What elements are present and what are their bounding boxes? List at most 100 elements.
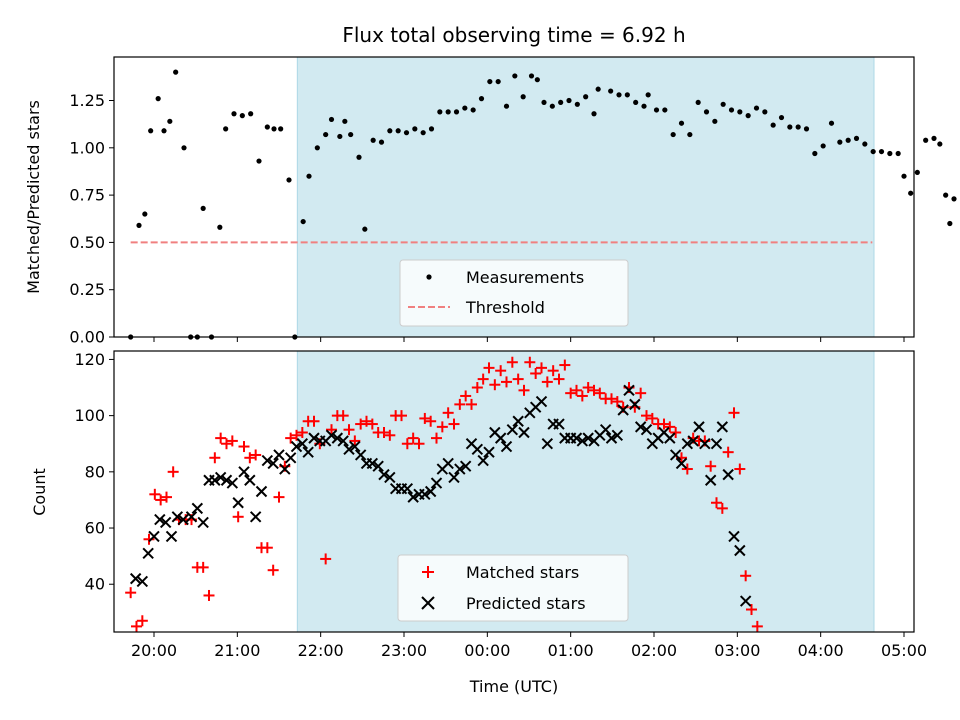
matched-star-point: [576, 390, 588, 402]
bottom-xtick-label: 21:00: [214, 641, 260, 660]
measurement-point: [937, 141, 943, 147]
bottom-ytick-label: 40: [85, 575, 105, 594]
predicted-star-point: [448, 471, 460, 484]
measurement-point: [795, 124, 801, 130]
matched-star-point: [448, 418, 460, 430]
predicted-star-point: [378, 468, 390, 481]
matched-star-point: [425, 415, 437, 427]
legend-matched-label: Matched stars: [466, 563, 579, 582]
matched-star-point: [167, 466, 179, 478]
predicted-star-point: [214, 471, 227, 484]
predicted-star-point: [623, 384, 635, 397]
predicted-star-point: [296, 438, 309, 450]
predicted-star-point: [154, 513, 166, 526]
top-axes-frame: [113, 56, 915, 338]
predicted-star-point: [290, 440, 303, 453]
measurement-point: [239, 113, 245, 119]
predicted-star-point: [693, 421, 705, 433]
bottom-xtick-label: 22:00: [298, 641, 344, 660]
measurement-point: [778, 114, 785, 121]
matched-star-point: [483, 362, 495, 374]
measurement-point: [853, 135, 860, 141]
legend-predicted-marker: [421, 596, 435, 610]
predicted-star-point: [249, 511, 262, 523]
measurement-point: [420, 130, 426, 136]
predicted-star-point: [354, 449, 367, 461]
predicted-star-point: [442, 457, 454, 470]
measurement-point: [520, 94, 526, 100]
matched-star-point: [611, 396, 623, 408]
matched-star-point: [384, 429, 396, 441]
matched-star-point: [495, 365, 507, 377]
matched-star-point: [734, 463, 746, 475]
measurement-point: [787, 124, 793, 130]
predicted-star-point: [500, 440, 513, 453]
predicted-star-point: [325, 429, 338, 442]
predicted-star-point: [669, 449, 682, 461]
bottom-axes-frame: [113, 350, 915, 633]
matched-star-point: [442, 407, 454, 419]
predicted-star-point: [722, 468, 734, 481]
predicted-star-point: [687, 435, 699, 447]
matched-star-point: [337, 410, 349, 422]
matched-star-point: [232, 511, 244, 523]
measurement-point: [812, 150, 818, 157]
predicted-star-point: [209, 474, 221, 486]
predicted-star-point: [273, 449, 285, 461]
measurement-point: [728, 107, 735, 113]
predicted-star-point: [535, 395, 548, 408]
measurement-point: [901, 173, 907, 179]
predicted-star-point: [191, 502, 204, 515]
measurement-point: [217, 224, 223, 230]
matched-star-point: [559, 359, 571, 371]
measurement-point: [947, 220, 953, 227]
measurement-point: [633, 99, 639, 106]
matched-star-point: [524, 356, 536, 368]
matched-star-point: [267, 564, 279, 576]
matched-star-point: [501, 376, 512, 388]
matched-star-point: [261, 542, 273, 554]
measurement-point: [914, 169, 920, 176]
legend-measurements-label: Measurements: [466, 268, 584, 287]
matched-star-point: [285, 432, 297, 444]
bottom-xtick-label: 04:00: [798, 641, 844, 660]
predicted-star-point: [576, 435, 589, 447]
predicted-star-point: [261, 454, 274, 467]
predicted-star-point: [226, 477, 239, 489]
predicted-star-point: [506, 423, 519, 436]
bottom-xtick-label: 23:00: [381, 641, 427, 660]
matched-star-point: [125, 587, 137, 599]
matched-star-point: [512, 373, 524, 385]
measurement-point: [653, 107, 660, 113]
bottom-y-axis-label: Count: [30, 468, 49, 516]
predicted-star-point: [267, 457, 279, 470]
predicted-star-point: [664, 432, 676, 444]
measurement-point: [624, 92, 630, 98]
measurement-point: [370, 137, 376, 143]
predicted-star-point: [483, 446, 495, 458]
predicted-star-point: [343, 443, 355, 456]
matched-star-point: [161, 491, 172, 503]
measurement-point: [670, 131, 676, 138]
matched-star-point: [664, 421, 676, 433]
predicted-star-point: [728, 530, 740, 543]
measurement-point: [908, 190, 914, 196]
measurement-point: [342, 118, 348, 124]
top-ytick-label: 0.50: [69, 233, 105, 252]
measurement-point: [695, 99, 701, 106]
matched-star-point: [378, 426, 390, 438]
measurement-point: [534, 77, 540, 83]
predicted-star-point: [477, 454, 489, 467]
measurement-point: [264, 124, 270, 130]
matched-star-point: [419, 412, 431, 424]
predicted-star-point: [512, 415, 524, 427]
predicted-star-point: [640, 423, 653, 436]
measurement-point: [566, 97, 572, 104]
matched-star-point: [273, 491, 285, 503]
predicted-star-point: [605, 432, 618, 444]
top-y-axis-label: Matched/Predicted stars: [24, 100, 43, 294]
measurement-point: [148, 128, 154, 134]
predicted-star-point: [244, 474, 256, 486]
measurement-point: [595, 86, 601, 92]
predicted-star-point: [238, 466, 250, 478]
